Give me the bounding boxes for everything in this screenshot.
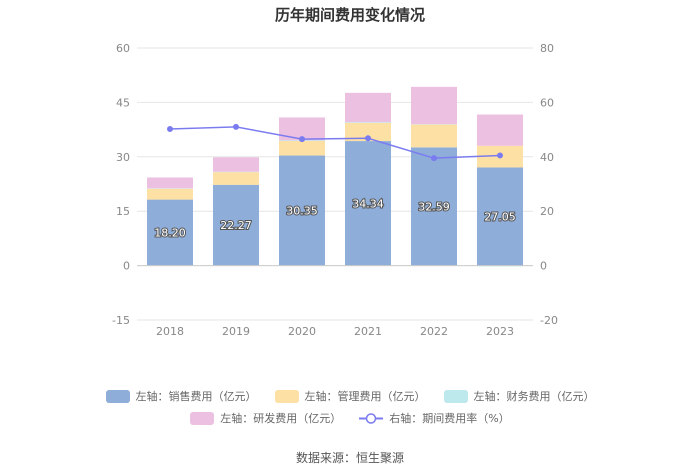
legend-label-admin: 左轴：管理费用（亿元） xyxy=(304,390,426,403)
bar-data-label: 32.59 xyxy=(418,201,450,214)
bar-sales xyxy=(279,155,325,266)
source-text: 数据来源：恒生聚源 xyxy=(295,451,404,465)
bar-sales xyxy=(147,199,193,266)
x-tick-label: 2018 xyxy=(156,325,184,338)
bar-sales xyxy=(345,141,391,266)
bar-data-label: 34.34 xyxy=(352,197,384,210)
legend-item-sales[interactable]: 左轴：销售费用（亿元） xyxy=(105,388,257,404)
right-tick-label: 60 xyxy=(540,96,554,109)
legend-label-rnd: 左轴：研发费用（亿元） xyxy=(220,412,342,425)
left-tick-label: 45 xyxy=(116,96,130,109)
bar-rnd xyxy=(411,86,457,125)
bar-admin xyxy=(411,124,457,148)
left-tick-label: 60 xyxy=(116,42,130,55)
rate-point xyxy=(299,136,305,143)
x-tick-label: 2023 xyxy=(486,325,514,338)
legend-label-sales: 左轴：销售费用（亿元） xyxy=(135,390,257,403)
bar-rnd xyxy=(147,177,193,189)
bar-sales xyxy=(213,184,259,266)
legend-label-finance: 左轴：财务费用（亿元） xyxy=(473,390,595,403)
left-tick-label: 0 xyxy=(123,260,130,273)
right-tick-label: 0 xyxy=(540,260,547,273)
bar-data-label: 30.35 xyxy=(286,205,318,218)
rate-point xyxy=(365,135,371,142)
bar-rnd xyxy=(279,117,325,141)
right-tick-label: 20 xyxy=(540,205,554,218)
legend-label-rate: 右轴：期间费用率（%） xyxy=(389,412,510,425)
legend-item-rate[interactable]: 右轴：期间费用率（%） xyxy=(359,410,510,426)
legend-item-admin[interactable]: 左轴：管理费用（亿元） xyxy=(274,388,426,404)
bar-finance xyxy=(345,122,391,123)
bar-rnd xyxy=(477,114,523,146)
x-tick-label: 2021 xyxy=(354,325,382,338)
chart-title: 历年期间费用变化情况 xyxy=(274,6,425,24)
bar-sales xyxy=(477,167,523,266)
rate-point xyxy=(431,155,437,162)
legend-swatch-admin xyxy=(274,389,299,403)
x-tick-label: 2019 xyxy=(222,325,250,338)
chart-plot: 18.20 22.27 30.35 34.34 32.59 27.05 -15 0 15 30 4… xyxy=(112,42,558,338)
legend-swatch-rate xyxy=(359,412,384,424)
legend-item-finance[interactable]: 左轴：财务费用（亿元） xyxy=(443,388,595,404)
bar-admin xyxy=(147,188,193,200)
bar-admin xyxy=(213,172,259,185)
rate-line xyxy=(169,126,501,159)
right-tick-label: -20 xyxy=(540,314,558,327)
rate-point xyxy=(233,123,239,130)
bar-data-label: 22.27 xyxy=(220,219,252,232)
legend-item-rnd[interactable]: 左轴：研发费用（亿元） xyxy=(190,410,341,426)
bar-admin xyxy=(279,141,325,156)
left-tick-label: 15 xyxy=(116,205,130,218)
bar-sales xyxy=(411,147,457,266)
chart-legend: 左轴：销售费用（亿元） 左轴：管理费用（亿元） 左轴：财务费用（亿元） 左轴：研… xyxy=(0,388,700,432)
left-tick-label: 30 xyxy=(116,151,130,164)
left-tick-label: -15 xyxy=(112,314,130,327)
bar-admin xyxy=(345,122,391,142)
rate-point xyxy=(167,126,173,133)
legend-swatch-rnd xyxy=(190,411,215,425)
bar-rnd xyxy=(213,157,259,172)
bar-data-label: 18.20 xyxy=(154,227,186,240)
x-tick-label: 2020 xyxy=(288,325,316,338)
right-tick-label: 80 xyxy=(540,42,554,55)
bar-rnd xyxy=(345,92,391,123)
legend-swatch-finance xyxy=(443,389,468,403)
right-tick-label: 40 xyxy=(540,151,554,164)
bar-data-label: 27.05 xyxy=(484,211,516,224)
x-tick-label: 2022 xyxy=(420,325,448,338)
legend-swatch-sales xyxy=(105,389,130,403)
rate-point xyxy=(497,152,503,159)
